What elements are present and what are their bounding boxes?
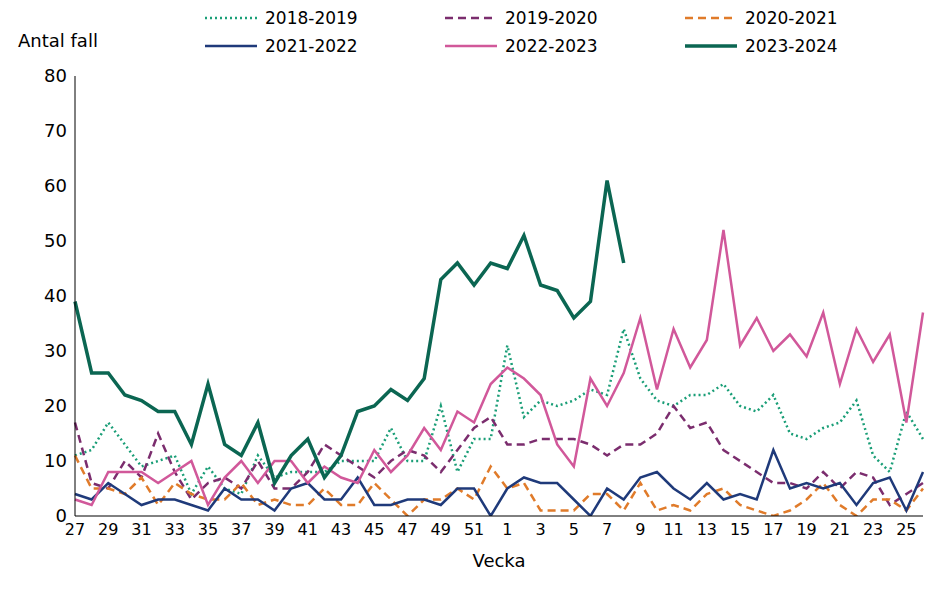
svg-text:20: 20: [44, 395, 67, 416]
svg-text:31: 31: [131, 520, 151, 539]
svg-text:41: 41: [298, 520, 318, 539]
svg-text:33: 33: [165, 520, 185, 539]
svg-text:45: 45: [364, 520, 384, 539]
svg-text:11: 11: [663, 520, 683, 539]
svg-text:7: 7: [602, 520, 612, 539]
svg-text:43: 43: [331, 520, 351, 539]
svg-text:Vecka: Vecka: [472, 550, 525, 571]
svg-text:27: 27: [65, 520, 85, 539]
svg-text:29: 29: [98, 520, 118, 539]
svg-text:19: 19: [796, 520, 816, 539]
html-text:2019-2020: 2019-2020: [505, 8, 598, 28]
svg-text:60: 60: [44, 175, 67, 196]
svg-text:51: 51: [464, 520, 484, 539]
svg-text:50: 50: [44, 230, 67, 251]
svg-text:47: 47: [397, 520, 417, 539]
svg-text:40: 40: [44, 285, 67, 306]
html-text:2020-2021: 2020-2021: [745, 8, 838, 28]
svg-text:80: 80: [44, 65, 67, 86]
svg-text:1: 1: [502, 520, 512, 539]
svg-text:9: 9: [635, 520, 645, 539]
svg-text:30: 30: [44, 340, 67, 361]
svg-text:23: 23: [863, 520, 883, 539]
html-text:2021-2022: 2021-2022: [265, 36, 358, 56]
svg-text:3: 3: [535, 520, 545, 539]
svg-text:15: 15: [730, 520, 750, 539]
svg-text:5: 5: [569, 520, 579, 539]
svg-text:37: 37: [231, 520, 251, 539]
svg-text:13: 13: [697, 520, 717, 539]
html-text:Antal fall: Antal fall: [18, 30, 98, 51]
svg-text:70: 70: [44, 120, 67, 141]
svg-text:10: 10: [44, 450, 67, 471]
svg-text:35: 35: [198, 520, 218, 539]
svg-text:21: 21: [830, 520, 850, 539]
svg-text:0: 0: [56, 505, 67, 526]
svg-text:25: 25: [896, 520, 916, 539]
svg-text:17: 17: [763, 520, 783, 539]
html-text:2023-2024: 2023-2024: [745, 36, 838, 56]
html-text:2018-2019: 2018-2019: [265, 8, 358, 28]
html-text:2022-2023: 2022-2023: [505, 36, 598, 56]
svg-text:49: 49: [431, 520, 451, 539]
svg-text:39: 39: [264, 520, 284, 539]
